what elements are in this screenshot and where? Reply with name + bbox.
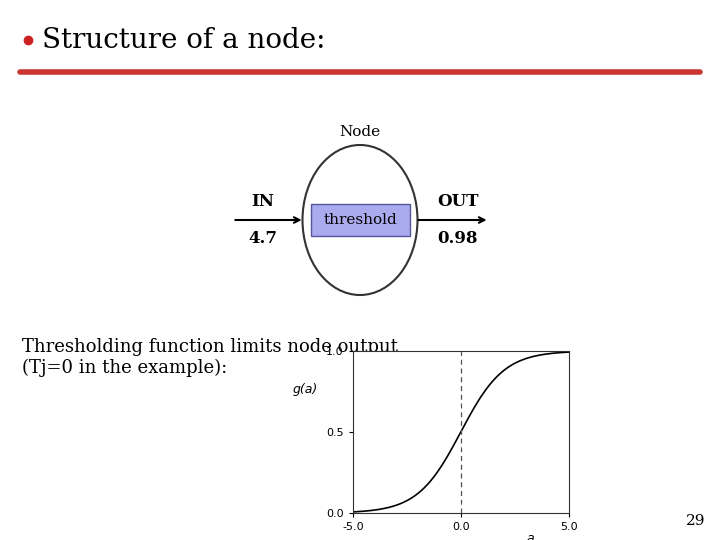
FancyBboxPatch shape (310, 204, 410, 236)
Text: 29: 29 (685, 514, 705, 528)
Text: 0.98: 0.98 (437, 230, 478, 247)
X-axis label: a: a (526, 532, 534, 540)
Text: 4.7: 4.7 (248, 230, 277, 247)
Text: Thresholding function limits node output: Thresholding function limits node output (22, 338, 398, 356)
Y-axis label: g(a): g(a) (292, 383, 318, 396)
Text: threshold: threshold (323, 213, 397, 227)
Text: (Tj=0 in the example):: (Tj=0 in the example): (22, 359, 228, 377)
Text: IN: IN (251, 193, 274, 210)
Text: Structure of a node:: Structure of a node: (42, 26, 325, 53)
Text: OUT: OUT (437, 193, 478, 210)
Text: Node: Node (339, 125, 381, 139)
